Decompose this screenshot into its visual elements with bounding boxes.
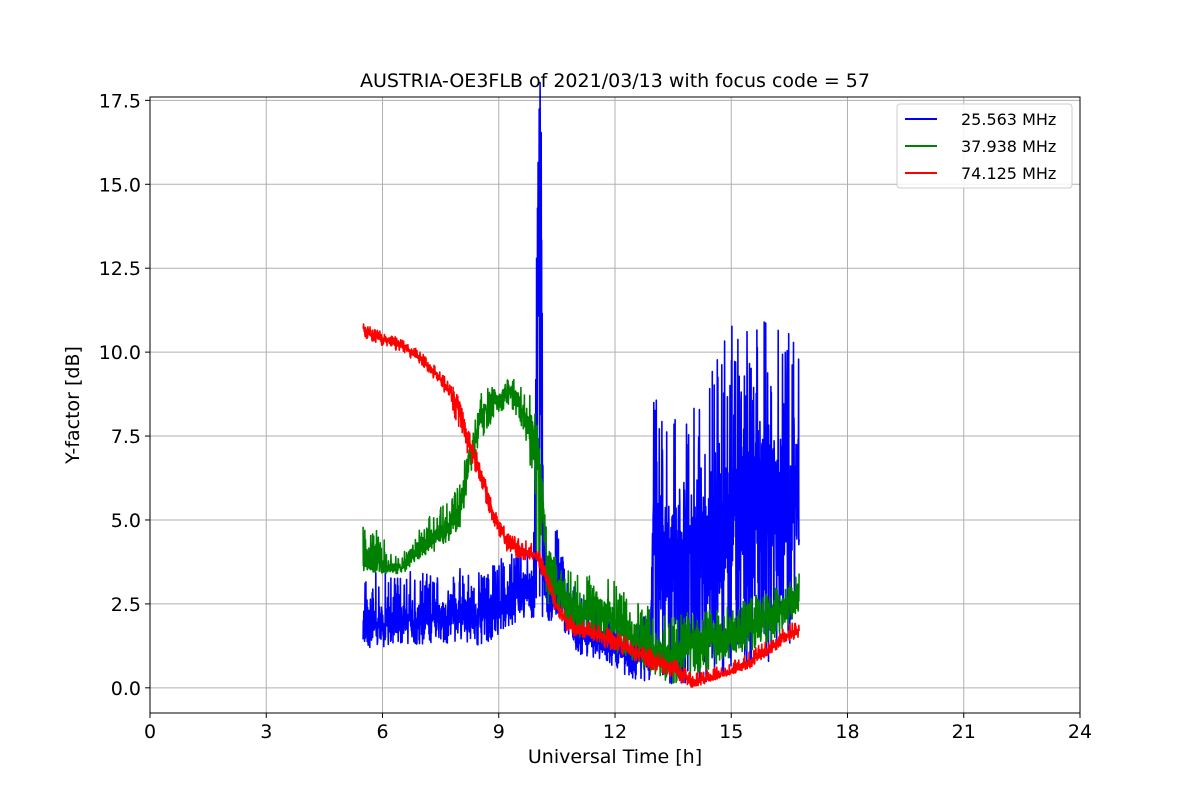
x-tick-label: 9 — [493, 721, 505, 743]
series-line — [362, 323, 800, 688]
y-tick-label: 7.5 — [111, 426, 141, 448]
y-tick-label: 15.0 — [99, 174, 141, 196]
series-line — [362, 378, 800, 684]
legend-box — [896, 103, 1073, 189]
x-tick-label: 24 — [1068, 721, 1092, 743]
series-line — [362, 81, 800, 685]
x-tick-label: 12 — [603, 721, 627, 743]
y-axis-label: Y-factor [dB] — [62, 346, 84, 465]
legend-label: 74.125 MHz — [961, 164, 1056, 183]
x-axis-label: Universal Time [h] — [528, 746, 702, 768]
x-tick-label: 21 — [952, 721, 976, 743]
x-tick-label: 6 — [376, 721, 388, 743]
y-tick-label: 10.0 — [99, 342, 141, 364]
y-tick-label: 2.5 — [111, 594, 141, 616]
x-tick-label: 0 — [144, 721, 156, 743]
y-tick-label: 12.5 — [99, 258, 141, 280]
series-0 — [362, 81, 800, 685]
series-1 — [362, 378, 800, 684]
axis-ticks: 0 3 6 9 12 15 18 21 24 0.0 2.5 5.0 7.5 10.0 12.5 15.0 17… — [99, 90, 1092, 743]
legend: 25.563 MHz 37.938 MHz 74.125 MHz — [896, 103, 1073, 189]
x-tick-label: 15 — [719, 721, 743, 743]
series-2 — [362, 323, 800, 688]
x-tick-label: 3 — [260, 721, 272, 743]
y-tick-label: 17.5 — [99, 90, 141, 112]
legend-label: 37.938 MHz — [961, 137, 1056, 156]
legend-label: 25.563 MHz — [961, 110, 1056, 129]
y-tick-label: 0.0 — [111, 678, 141, 700]
x-tick-label: 18 — [835, 721, 859, 743]
y-tick-label: 5.0 — [111, 510, 141, 532]
plot-series — [362, 81, 800, 688]
chart-title: AUSTRIA-OE3FLB of 2021/03/13 with focus … — [360, 70, 870, 92]
